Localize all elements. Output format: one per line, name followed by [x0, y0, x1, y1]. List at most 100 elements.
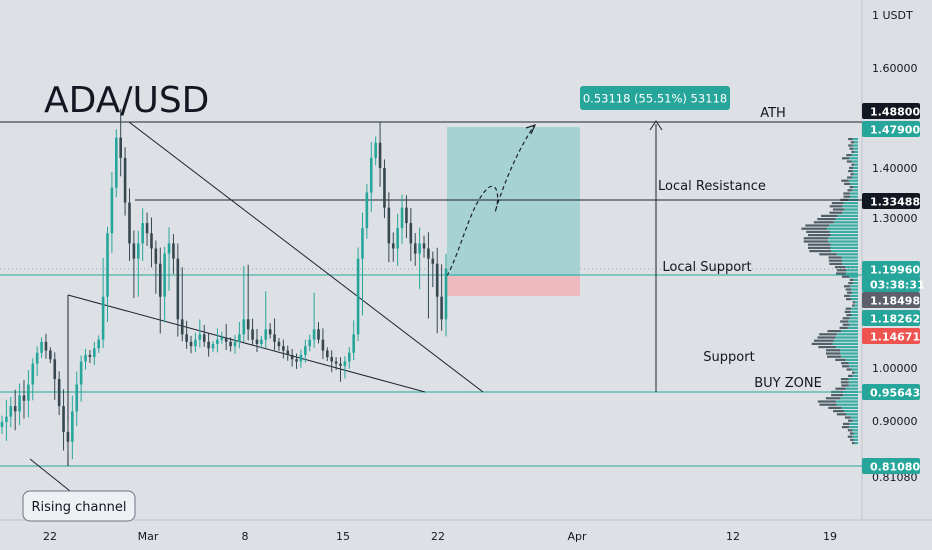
candle-body[interactable]: [246, 319, 250, 330]
price-label-box[interactable]: [862, 121, 920, 137]
candle-body[interactable]: [444, 268, 448, 320]
candle-body[interactable]: [31, 363, 35, 385]
candle-body[interactable]: [18, 395, 21, 412]
candle-body[interactable]: [9, 406, 13, 417]
candle-body[interactable]: [44, 341, 48, 351]
candle-body[interactable]: [13, 406, 17, 412]
candle-body[interactable]: [40, 341, 43, 353]
candle-body[interactable]: [167, 243, 171, 254]
candle-body[interactable]: [114, 137, 118, 188]
candle-body[interactable]: [264, 329, 268, 340]
candle-body[interactable]: [66, 431, 70, 442]
price-label-box[interactable]: [862, 310, 920, 326]
candle-body[interactable]: [53, 359, 57, 380]
candle-body[interactable]: [57, 379, 61, 407]
candle-body[interactable]: [347, 352, 351, 362]
descending-trendline[interactable]: [128, 121, 484, 393]
candle-body[interactable]: [299, 354, 303, 362]
candle-body[interactable]: [163, 253, 166, 297]
candle-body[interactable]: [180, 319, 184, 335]
candle-body[interactable]: [185, 334, 188, 342]
candle-body[interactable]: [97, 339, 101, 349]
candle-body[interactable]: [88, 354, 92, 358]
candle-body[interactable]: [119, 137, 122, 158]
candle-body[interactable]: [106, 233, 109, 297]
candle-body[interactable]: [62, 406, 65, 432]
candle-body[interactable]: [396, 228, 399, 249]
candle-body[interactable]: [145, 223, 149, 234]
candle-body[interactable]: [277, 341, 281, 347]
candle-body[interactable]: [75, 384, 79, 412]
candle-body[interactable]: [49, 350, 52, 360]
candle-body[interactable]: [409, 223, 413, 244]
candle-body[interactable]: [295, 359, 298, 362]
candle-body[interactable]: [321, 339, 325, 351]
stop-zone[interactable]: [447, 276, 580, 296]
candle-body[interactable]: [101, 296, 105, 340]
candle-body[interactable]: [400, 207, 404, 229]
candle-body[interactable]: [431, 258, 435, 264]
candle-body[interactable]: [35, 352, 39, 364]
candle-body[interactable]: [128, 202, 131, 244]
candle-body[interactable]: [374, 142, 377, 158]
candle-body[interactable]: [383, 168, 386, 208]
candle-body[interactable]: [123, 157, 127, 203]
candle-body[interactable]: [427, 248, 430, 259]
price-label-box[interactable]: [862, 103, 920, 119]
candle-body[interactable]: [290, 354, 294, 360]
candle-body[interactable]: [0, 422, 4, 427]
candle-body[interactable]: [369, 157, 373, 193]
candle-body[interactable]: [255, 339, 259, 345]
candle-body[interactable]: [154, 248, 158, 264]
candle-body[interactable]: [141, 223, 144, 244]
candle-body[interactable]: [5, 416, 8, 422]
projection-path[interactable]: [446, 125, 535, 277]
candle-body[interactable]: [158, 263, 162, 297]
candle-body[interactable]: [286, 350, 290, 355]
candle-body[interactable]: [282, 346, 285, 351]
candle-body[interactable]: [405, 207, 408, 224]
candle-body[interactable]: [308, 339, 312, 347]
candle-body[interactable]: [189, 341, 193, 347]
price-label-box[interactable]: [862, 328, 920, 344]
candle-body[interactable]: [93, 348, 96, 358]
candle-body[interactable]: [27, 384, 30, 401]
wedge-lower-trendline[interactable]: [67, 294, 426, 393]
price-label-box[interactable]: [862, 261, 920, 277]
candle-body[interactable]: [413, 243, 417, 254]
candle-body[interactable]: [110, 187, 114, 234]
candle-body[interactable]: [216, 339, 219, 345]
candle-body[interactable]: [343, 361, 347, 366]
candle-body[interactable]: [268, 329, 272, 335]
price-label-box[interactable]: [862, 384, 920, 400]
candle-body[interactable]: [79, 361, 83, 385]
candle-body[interactable]: [260, 339, 263, 345]
candle-body[interactable]: [418, 243, 421, 254]
candle-body[interactable]: [242, 319, 246, 335]
candle-body[interactable]: [422, 243, 426, 249]
candle-body[interactable]: [238, 334, 241, 342]
candle-body[interactable]: [172, 243, 175, 259]
price-label-box[interactable]: [862, 292, 920, 308]
price-label-box[interactable]: [862, 276, 920, 292]
candle-body[interactable]: [251, 329, 254, 340]
candle-body[interactable]: [440, 296, 443, 320]
candle-body[interactable]: [317, 329, 320, 340]
candle-body[interactable]: [207, 341, 210, 349]
candle-body[interactable]: [150, 233, 153, 249]
candle-body[interactable]: [365, 192, 369, 229]
candle-body[interactable]: [224, 337, 228, 342]
candle-body[interactable]: [334, 361, 338, 364]
price-label-box[interactable]: [862, 193, 920, 209]
candle-body[interactable]: [22, 395, 26, 401]
candle-body[interactable]: [211, 344, 215, 349]
candle-body[interactable]: [304, 346, 307, 355]
candle-body[interactable]: [136, 243, 140, 259]
candle-body[interactable]: [202, 334, 206, 342]
candle-body[interactable]: [352, 334, 355, 353]
candle-body[interactable]: [84, 354, 87, 362]
candle-body[interactable]: [339, 363, 342, 366]
rising-channel-callout[interactable]: [22, 490, 136, 522]
target-zone[interactable]: [447, 127, 580, 276]
